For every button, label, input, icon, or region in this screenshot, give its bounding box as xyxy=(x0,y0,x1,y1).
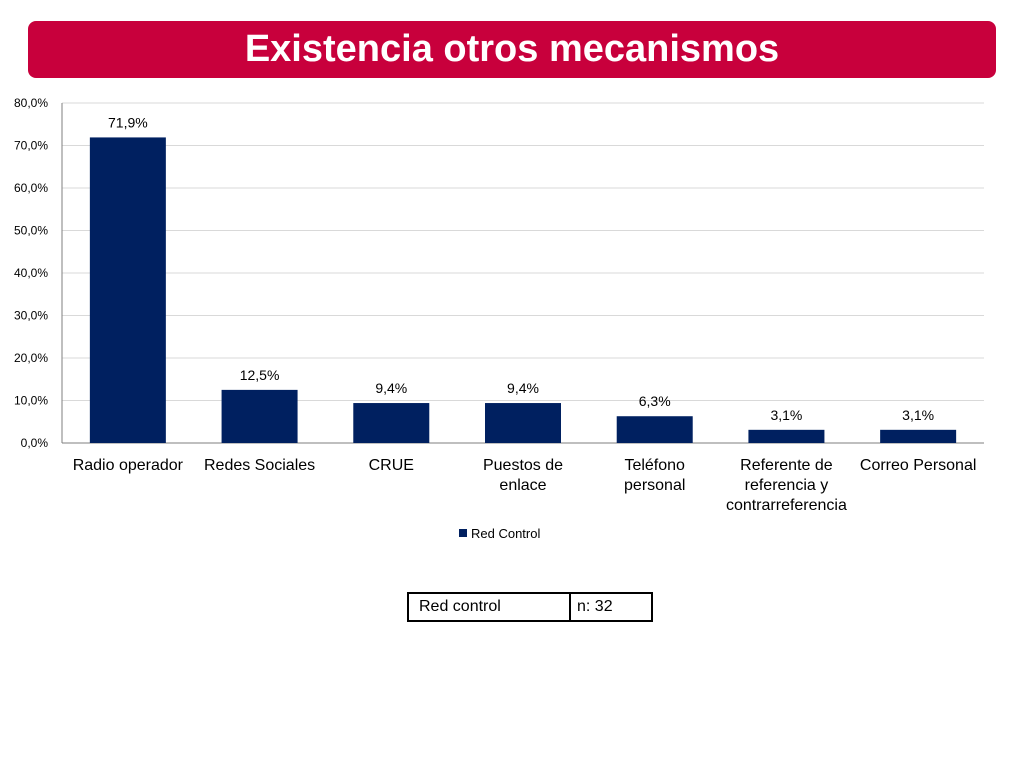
x-tick-label: Teléfono personal xyxy=(624,457,685,494)
data-label: 6,3% xyxy=(639,393,671,409)
data-label: 71,9% xyxy=(108,114,148,130)
y-tick-label: 80,0% xyxy=(14,96,48,110)
bar xyxy=(880,429,957,443)
y-tick-label: 0,0% xyxy=(21,436,49,450)
bar xyxy=(748,429,825,443)
y-tick-label: 30,0% xyxy=(14,309,48,323)
y-tick-label: 20,0% xyxy=(14,351,48,365)
data-label: 12,5% xyxy=(240,367,280,383)
y-tick-label: 50,0% xyxy=(14,224,48,238)
data-label: 3,1% xyxy=(770,407,802,423)
bar xyxy=(353,403,430,443)
sample-size-cell: n: 32 xyxy=(569,592,653,622)
x-tick-label: Puestos de enlace xyxy=(483,457,563,494)
x-tick-label: Referente de referencia y contrarreferenci… xyxy=(726,457,847,514)
y-tick-label: 10,0% xyxy=(14,394,48,408)
bar xyxy=(89,137,166,444)
x-tick-label: Redes Sociales xyxy=(204,457,315,474)
page-title: Existencia otros mecanismos xyxy=(244,28,780,70)
x-tick-label: Correo Personal xyxy=(860,457,977,474)
legend-label: Red Control xyxy=(471,526,540,541)
sample-label-cell: Red control xyxy=(407,592,571,622)
bar xyxy=(485,403,561,443)
y-tick-label: 40,0% xyxy=(14,266,48,280)
data-label: 3,1% xyxy=(902,407,934,423)
x-tick-label: Radio operador xyxy=(73,457,184,474)
sample-info-table: Red control n: 32 xyxy=(407,592,653,622)
x-tick-label: CRUE xyxy=(369,457,414,474)
bar xyxy=(221,389,298,443)
data-label: 9,4% xyxy=(375,380,407,396)
y-tick-label: 70,0% xyxy=(14,139,48,153)
bar xyxy=(616,416,693,443)
data-label: 9,4% xyxy=(507,380,539,396)
legend-swatch xyxy=(459,529,467,537)
y-tick-label: 60,0% xyxy=(14,181,48,195)
title-banner: Existencia otros mecanismos xyxy=(28,21,996,78)
